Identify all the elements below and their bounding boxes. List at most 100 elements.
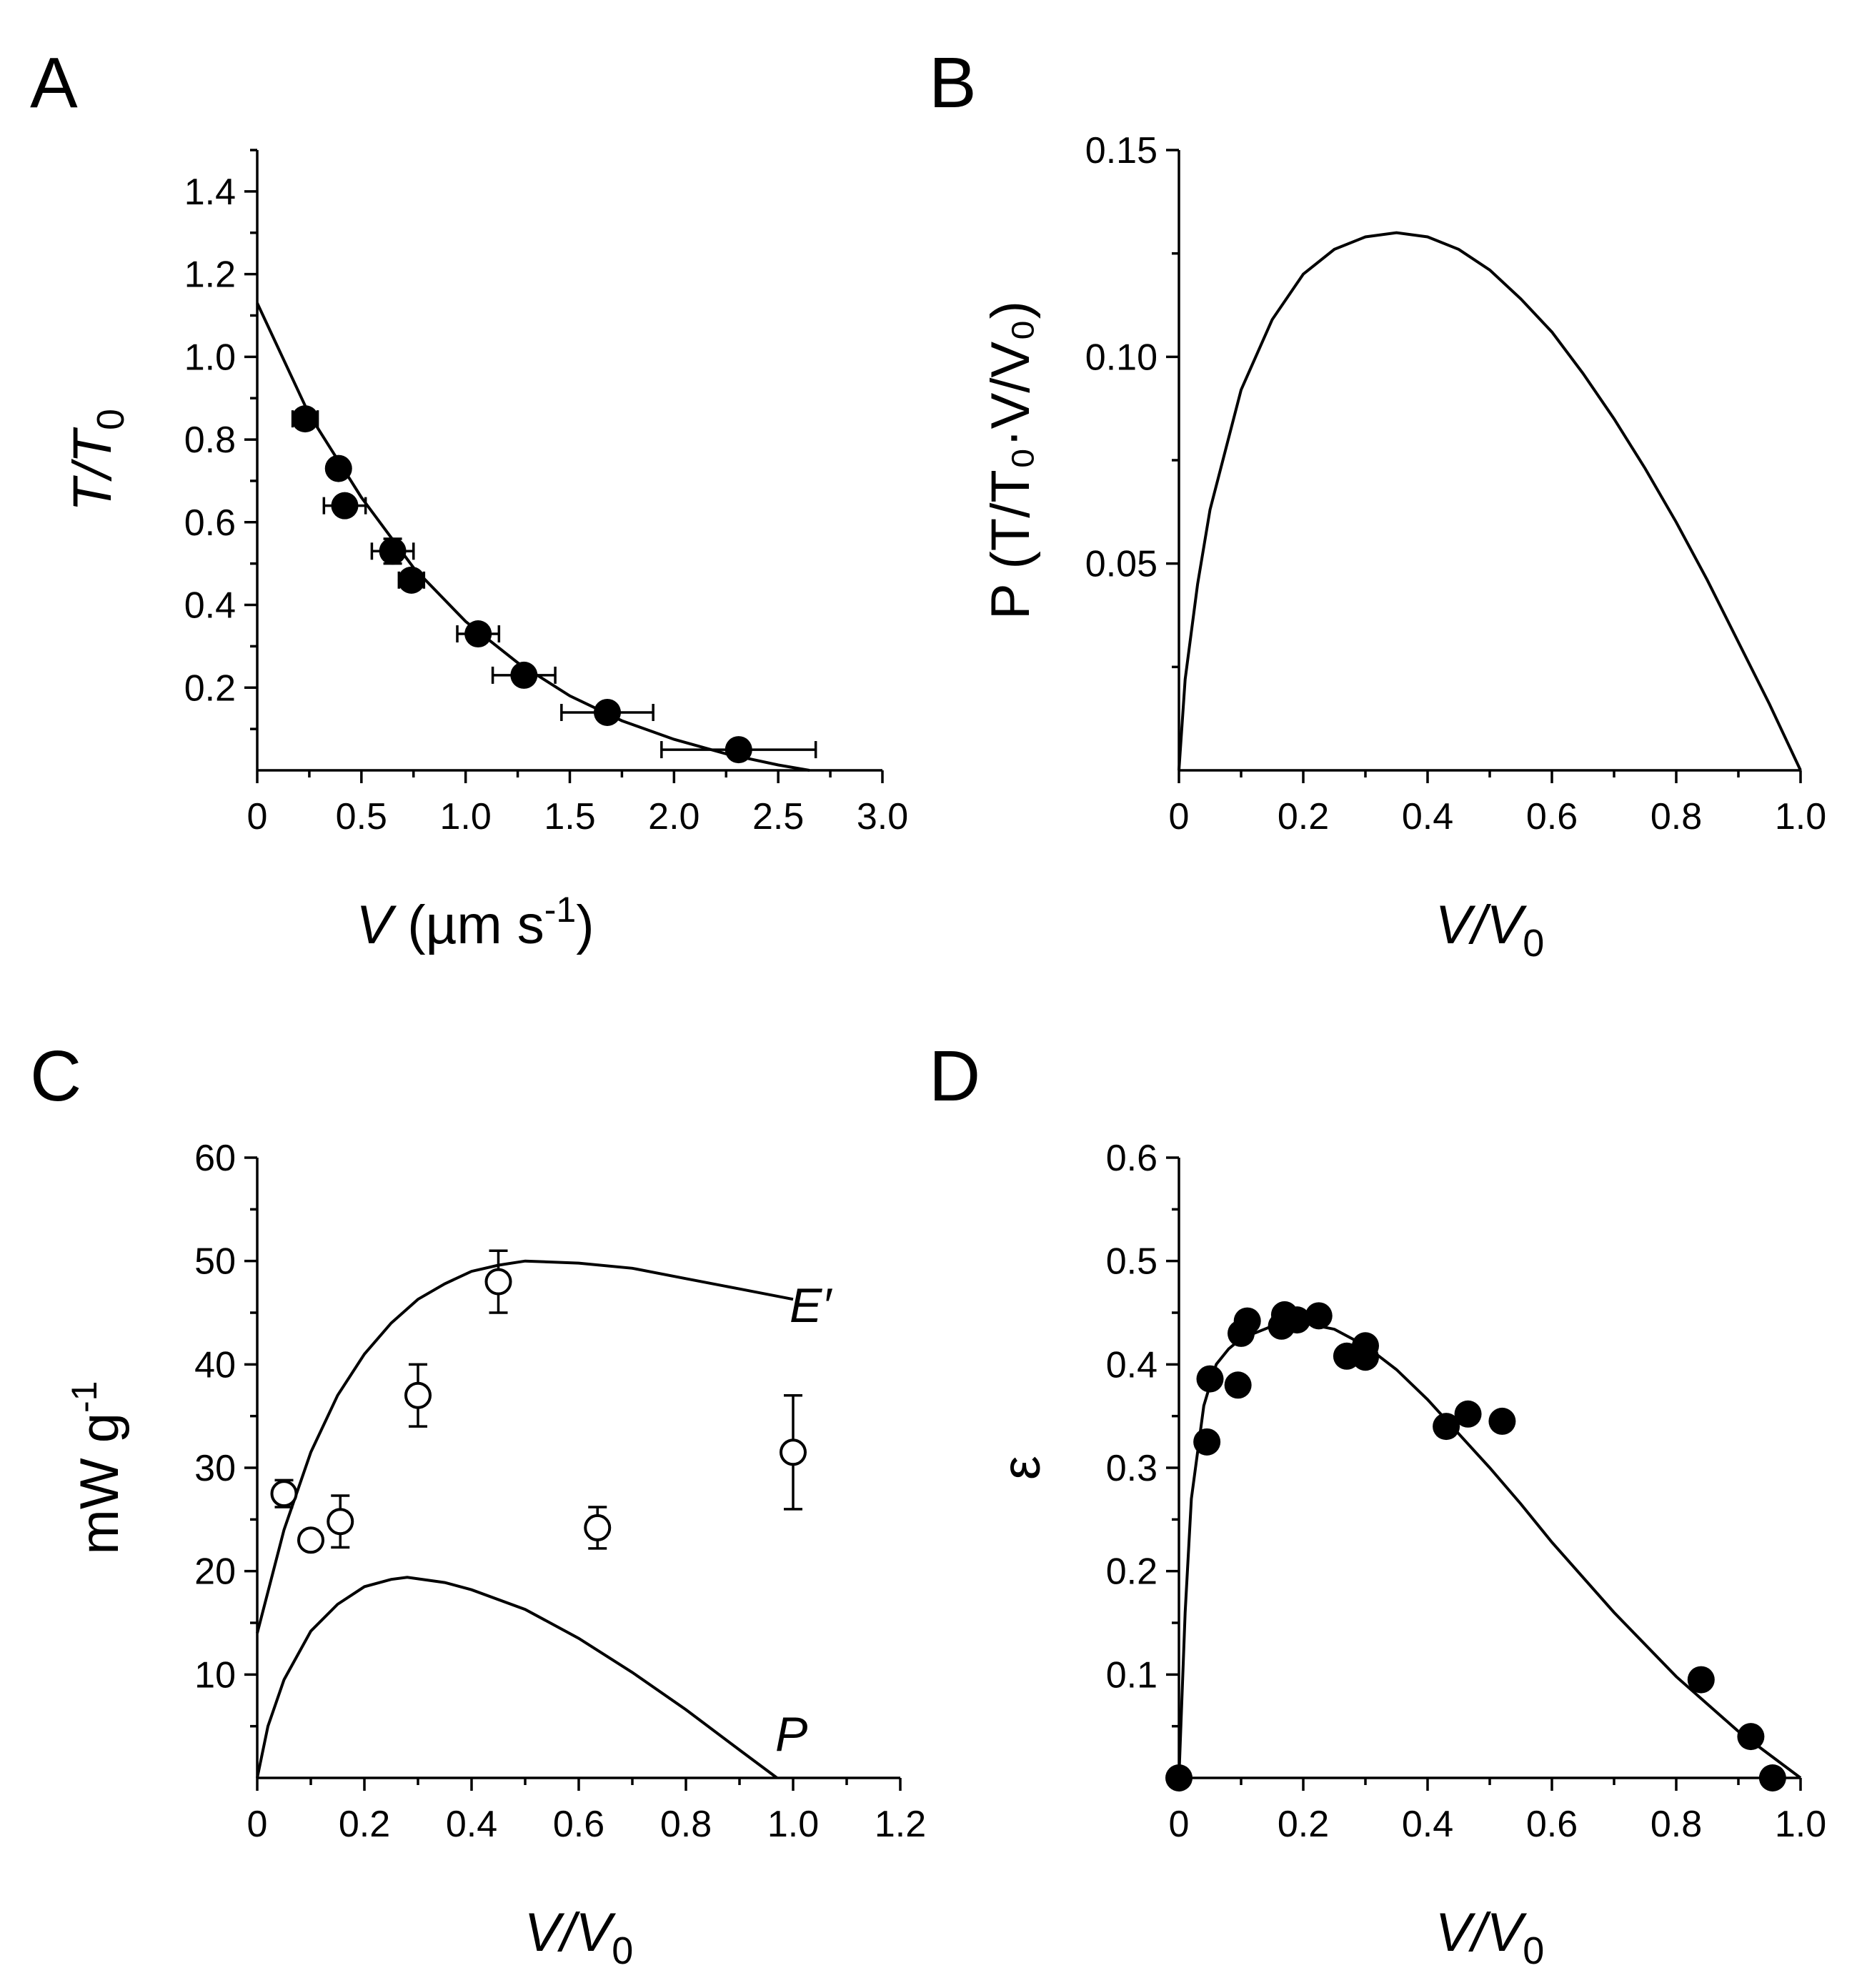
data-point [292,405,319,433]
data-point [397,566,425,594]
x-axis-label: V (µm s-1) [356,890,594,955]
x-axis-label-var: V/V [1435,1902,1528,1963]
x-tick-label: 1.0 [1775,1804,1826,1845]
data-point [1687,1666,1715,1694]
x-tick-label: 0.8 [660,1804,712,1845]
data-point [379,537,407,565]
x-axis-label-var: V [356,895,397,955]
x-tick-label: 2.5 [752,796,804,838]
y-tick-label: 1.0 [184,337,236,378]
y-axis-label: mW g-1 [64,1381,130,1555]
x-axis-label: V/V0 [524,1902,634,1972]
data-point [324,454,352,482]
panel-label-c: C [30,1036,81,1116]
y-tick-label: 0.1 [1106,1654,1157,1696]
chart-panel-a: 0 0.5 1.0 1.5 2.0 2.5 3.0 0.2 0.4 0.6 0.8 1.0 1.2 1.4… [62,149,908,955]
x-axis-label-sub: 0 [612,1929,633,1972]
data-point [1193,1428,1221,1456]
chart-panel-b: 0 0.2 0.4 0.6 0.8 1.00.050.100.15V/V0P (T/T₀·… [980,130,1826,965]
x-tick-label: 3.0 [857,796,908,838]
y-axis-label-sub: 0 [89,409,132,430]
data-point [1196,1365,1224,1393]
y-axis-label: ε [991,1456,1052,1480]
x-axis-label-close: ) [576,895,594,955]
curve-label-p: P [775,1707,807,1761]
x-tick-label: 1.0 [1775,796,1826,838]
x-tick-label: 1.2 [875,1804,926,1845]
y-tick-label: 0.05 [1085,544,1157,585]
x-tick-label: 0.2 [1278,1804,1329,1845]
data-point [584,1514,612,1541]
x-tick-label: 1.0 [440,796,492,838]
x-axis-label-var: V/V [1435,895,1528,955]
x-tick-label: 0.4 [446,1804,497,1845]
data-point [464,620,492,648]
y-tick-label: 0.2 [184,667,236,709]
y-axis-label-var: T/T [62,427,123,512]
data-point [1305,1302,1333,1330]
data-point [1454,1400,1482,1428]
y-tick-label: 1.4 [184,172,236,213]
x-tick-label: 1.0 [767,1804,819,1845]
y-tick-label: 30 [194,1448,236,1489]
panel-label-b: B [929,43,977,123]
data-point [484,1268,512,1296]
fit-curve [1178,231,1802,771]
curve-e-prime [256,1259,794,1634]
y-tick-label: 50 [194,1241,236,1283]
y-tick-label: 40 [194,1344,236,1386]
data-point [331,492,359,520]
curve-label-e-prime: E′ [790,1278,832,1333]
x-tick-label: 0 [1169,1804,1190,1845]
y-tick-label: 0.3 [1106,1448,1157,1489]
fit-curve [256,302,810,772]
y-tick-label: 0.15 [1085,130,1157,172]
x-axis-label-sub: 0 [1523,1929,1544,1972]
y-tick-label: 0.8 [184,419,236,461]
x-tick-label: 0.6 [1526,1804,1578,1845]
y-tick-label: 0.6 [1106,1138,1157,1179]
y-tick-label: 1.2 [184,254,236,296]
x-tick-label: 0 [1169,796,1190,838]
y-axis-label-text: mW g [69,1413,130,1554]
data-point [594,698,621,726]
x-tick-label: 0 [247,796,268,838]
x-axis-label-sub: 0 [1523,922,1544,965]
x-tick-label: 0.6 [1526,796,1578,838]
data-point [1224,1371,1252,1399]
x-axis-label: V/V0 [1435,895,1545,965]
x-tick-label: 0.4 [1402,796,1453,838]
y-axis-label-sup: -1 [64,1381,104,1413]
y-tick-label: 20 [194,1551,236,1593]
data-point [1233,1307,1261,1335]
y-axis-label: T/T0 [62,409,132,512]
x-tick-label: 0.4 [1402,1804,1453,1845]
data-point [1165,1764,1193,1791]
y-axis-label: P (T/T₀·V/V₀) [980,301,1041,620]
data-point [780,1438,807,1466]
x-tick-label: 0.8 [1651,1804,1702,1845]
y-tick-label: 0.4 [184,585,236,627]
x-tick-label: 1.5 [544,796,595,838]
data-point [1488,1407,1516,1435]
y-axis-label-text: ε [991,1456,1052,1480]
x-axis-label-unit: (µm s [392,895,544,955]
y-tick-label: 0.5 [1106,1241,1157,1283]
x-axis-label-var: V/V [524,1902,617,1963]
data-point [404,1381,432,1409]
panel-label-d: D [929,1036,980,1116]
y-tick-label: 0.10 [1085,337,1157,378]
data-point [510,661,538,689]
data-point [1283,1306,1311,1334]
x-tick-label: 2.0 [648,796,700,838]
fit-curve [1178,1321,1802,1779]
y-tick-label: 0.6 [184,502,236,544]
x-axis-label-sup: -1 [544,890,576,930]
y-tick-label: 10 [194,1654,236,1696]
x-tick-label: 0.8 [1651,796,1702,838]
data-point [270,1480,298,1508]
data-point [1352,1332,1379,1360]
x-tick-label: 0 [247,1804,268,1845]
